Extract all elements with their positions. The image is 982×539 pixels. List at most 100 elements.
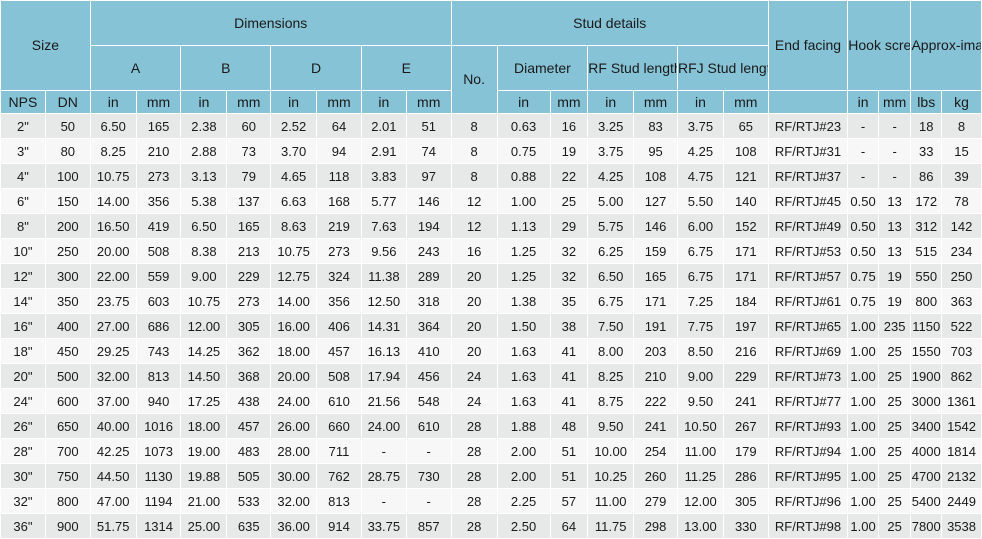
unit-rf-in: in — [587, 90, 635, 114]
table-cell: 515 — [910, 238, 943, 264]
table-cell: 11.38 — [360, 263, 407, 289]
table-cell: 8 — [941, 113, 982, 139]
table-cell: 44.50 — [89, 463, 137, 489]
table-cell: 1.00 — [496, 188, 551, 214]
table-cell: - — [847, 113, 879, 139]
table-cell: 14.31 — [360, 313, 407, 339]
table-cell: 254 — [633, 438, 678, 464]
table-cell: 410 — [405, 338, 452, 364]
table-cell: 23.75 — [89, 288, 137, 314]
table-cell: 457 — [226, 413, 272, 439]
rf-stud-header: RF Stud length — [587, 45, 678, 91]
table-cell: 8 — [450, 163, 498, 189]
table-cell: 711 — [316, 438, 362, 464]
table-cell: 6" — [0, 188, 46, 214]
table-row: 24" 600 37.00 940 17.25 438 24.00 610 21.56 548 24… — [0, 388, 982, 414]
table-cell: 650 — [44, 413, 91, 439]
table-cell: 1016 — [135, 413, 182, 439]
table-cell: 505 — [226, 463, 272, 489]
table-cell: 700 — [44, 438, 91, 464]
table-cell: 13 — [877, 213, 912, 239]
end-facing-header: End facing — [767, 0, 849, 91]
table-cell: 12 — [450, 213, 498, 239]
table-cell: 1.00 — [847, 388, 879, 414]
table-cell: 1.00 — [847, 463, 879, 489]
table-cell: 6.75 — [676, 263, 724, 289]
table-cell: 146 — [633, 213, 678, 239]
table-cell: 24 — [450, 388, 498, 414]
unit-end-facing-blank — [767, 90, 849, 114]
table-cell: 2.88 — [180, 138, 228, 164]
table-cell: RF/RTJ#73 — [767, 363, 849, 389]
unit-e-in: in — [360, 90, 407, 114]
table-cell: 14" — [0, 288, 46, 314]
table-row: 26" 650 40.00 1016 18.00 457 26.00 660 24.00 610 2… — [0, 413, 982, 439]
table-cell: 27.00 — [89, 313, 137, 339]
table-cell: 60 — [226, 113, 272, 139]
table-cell: 168 — [316, 188, 362, 214]
table-cell: 356 — [135, 188, 182, 214]
table-cell: 800 — [44, 488, 91, 514]
table-cell: 97 — [405, 163, 452, 189]
table-row: 3" 80 8.25 210 2.88 73 3.70 94 2.91 74 8 0.75 19 3.75… — [0, 138, 982, 164]
table-cell: 11.00 — [587, 488, 635, 514]
table-cell: 36.00 — [270, 513, 318, 539]
table-cell: 51 — [549, 463, 589, 489]
table-cell: 9.00 — [180, 263, 228, 289]
stud-count-header: No. — [450, 45, 498, 114]
table-body: 2" 50 6.50 165 2.38 60 2.52 64 2.01 51 8 0.63 16 3.25… — [0, 113, 982, 539]
table-cell: 364 — [405, 313, 452, 339]
table-cell: 362 — [226, 338, 272, 364]
table-cell: 1542 — [941, 413, 982, 439]
table-cell: 24.00 — [270, 388, 318, 414]
table-cell: 10.00 — [587, 438, 635, 464]
table-cell: 610 — [316, 388, 362, 414]
unit-rf-mm: mm — [633, 90, 678, 114]
table-cell: 330 — [722, 513, 769, 539]
table-cell: 229 — [226, 263, 272, 289]
table-cell: 197 — [722, 313, 769, 339]
table-cell: 24 — [450, 363, 498, 389]
table-cell: 108 — [633, 163, 678, 189]
table-cell: 8" — [0, 213, 46, 239]
table-cell: 20 — [450, 288, 498, 314]
table-cell: 1.00 — [847, 338, 879, 364]
table-row: 16" 400 27.00 686 12.00 305 16.00 406 14.31 364 20… — [0, 313, 982, 339]
table-cell: 1.13 — [496, 213, 551, 239]
table-row: 12" 300 22.00 559 9.00 229 12.75 324 11.38 289 20 1… — [0, 263, 982, 289]
table-cell: 210 — [135, 138, 182, 164]
table-cell: 250 — [941, 263, 982, 289]
table-cell: 6.50 — [89, 113, 137, 139]
unit-b-in: in — [180, 90, 228, 114]
table-cell: 273 — [316, 238, 362, 264]
table-cell: 12.00 — [676, 488, 724, 514]
table-cell: 260 — [633, 463, 678, 489]
table-cell: 660 — [316, 413, 362, 439]
table-cell: 11.75 — [587, 513, 635, 539]
table-cell: 686 — [135, 313, 182, 339]
table-cell: - — [877, 163, 912, 189]
table-cell: 30.00 — [270, 463, 318, 489]
table-cell: RF/RTJ#45 — [767, 188, 849, 214]
table-cell: 140 — [722, 188, 769, 214]
table-cell: 10" — [0, 238, 46, 264]
table-cell: 7.25 — [676, 288, 724, 314]
table-cell: 857 — [405, 513, 452, 539]
table-cell: 20" — [0, 363, 46, 389]
table-cell: 80 — [44, 138, 91, 164]
unit-d-mm: mm — [316, 90, 362, 114]
table-cell: 142 — [941, 213, 982, 239]
table-cell: 171 — [722, 263, 769, 289]
table-cell: RF/RTJ#31 — [767, 138, 849, 164]
table-cell: 13 — [877, 238, 912, 264]
table-cell: 0.75 — [847, 288, 879, 314]
table-cell: 1.25 — [496, 263, 551, 289]
table-cell: 750 — [44, 463, 91, 489]
table-cell: 356 — [316, 288, 362, 314]
table-cell: 1.00 — [847, 363, 879, 389]
unit-a-in: in — [89, 90, 137, 114]
table-cell: 3.70 — [270, 138, 318, 164]
table-cell: 26.00 — [270, 413, 318, 439]
table-cell: 14.00 — [89, 188, 137, 214]
table-cell: 200 — [44, 213, 91, 239]
